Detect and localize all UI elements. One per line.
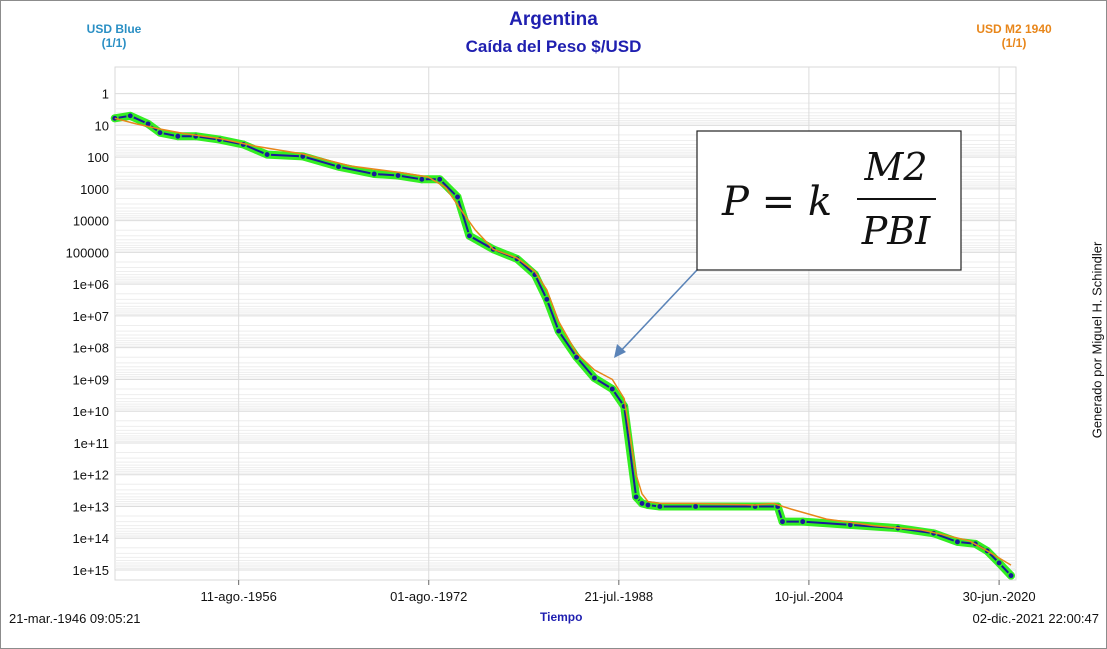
usd-blue-point xyxy=(334,162,343,171)
legend-usd-m2: USD M2 1940 (1/1) xyxy=(960,22,1068,50)
formula-arrow-head xyxy=(614,344,626,358)
legend-usd-blue: USD Blue (1/1) xyxy=(70,22,158,50)
credit-label: Generado por Miguel H. Schindler xyxy=(1089,241,1105,439)
usd-blue-point xyxy=(554,327,563,336)
x-tick-label: 21-jul.-1988 xyxy=(584,589,653,604)
y-tick-label: 1e+10 xyxy=(72,404,109,419)
usd-blue-point xyxy=(465,231,474,240)
x-tick-label: 01-ago.-1972 xyxy=(390,589,467,604)
grid-lines xyxy=(115,67,1016,580)
y-tick-label: 1e+11 xyxy=(73,436,109,451)
formula-lhs: P = k xyxy=(721,179,832,225)
formula-annotation: P = k M2 PBI xyxy=(614,130,962,358)
chart-title: Argentina xyxy=(509,9,598,30)
y-tick-label: 1e+07 xyxy=(72,309,109,324)
usd-blue-point xyxy=(632,492,641,501)
y-tick-label: 1e+09 xyxy=(72,372,109,387)
usd-blue-point xyxy=(453,193,462,201)
y-tick-label: 1e+15 xyxy=(72,563,109,578)
x-tick-label: 10-jul.-2004 xyxy=(775,589,844,604)
y-tick-label: 1e+12 xyxy=(72,468,109,483)
usd-blue-point xyxy=(798,517,807,526)
usd-blue-point xyxy=(644,501,652,509)
usd-blue-point xyxy=(778,517,787,526)
x-axis-label: Tiempo xyxy=(540,610,583,624)
usd-blue-point xyxy=(608,385,617,393)
y-tick-label: 1e+13 xyxy=(72,499,109,514)
usd-blue-point xyxy=(590,374,599,382)
start-timestamp: 21-mar.-1946 09:05:21 xyxy=(9,611,141,626)
formula-arrow-line xyxy=(616,269,698,356)
usd-blue-point xyxy=(655,502,664,511)
y-tick-label: 1e+14 xyxy=(72,531,109,546)
usd-blue-point xyxy=(370,170,379,178)
usd-blue-point xyxy=(1007,571,1015,580)
usd-blue-point xyxy=(126,111,135,120)
series-layer xyxy=(110,111,1015,580)
y-tick-label: 10 xyxy=(95,118,109,133)
usd-blue-point xyxy=(263,150,272,159)
y-tick-label: 100000 xyxy=(66,245,109,260)
usd-blue-point xyxy=(691,502,700,511)
y-tick-label: 1e+08 xyxy=(72,341,109,356)
y-tick-label: 10000 xyxy=(73,214,109,229)
chart-subtitle: Caída del Peso $/USD xyxy=(465,37,642,56)
formula-box xyxy=(696,130,962,271)
legend-usd-blue-page: (1/1) xyxy=(101,36,127,50)
usd-blue-point xyxy=(191,132,200,141)
formula-numerator: M2 xyxy=(863,145,927,189)
usd-blue-point xyxy=(156,128,164,137)
y-tick-label: 100 xyxy=(87,150,109,165)
legend-usd-m2-page: (1/1) xyxy=(1001,36,1027,50)
usd-blue-point xyxy=(995,559,1004,567)
y-axis-ticks: 1 10 100 1000 10000 100000 1e+06 1e+07 1e+08 1e+0… xyxy=(66,87,109,578)
formula-denominator: PBI xyxy=(861,209,931,253)
x-tick-label: 30-jun.-2020 xyxy=(963,589,1036,604)
y-tick-label: 1000 xyxy=(80,182,109,197)
y-tick-label: 1e+06 xyxy=(72,277,109,292)
usd-blue-point xyxy=(173,132,182,141)
usd-blue-point xyxy=(953,537,962,546)
legend-usd-blue-name: USD Blue xyxy=(86,22,142,36)
usd-blue-point xyxy=(110,114,119,123)
x-axis-ticks: 11-ago.-1956 01-ago.-1972 21-jul.-1988 10-j… xyxy=(200,580,1036,604)
x-tick-label: 11-ago.-1956 xyxy=(200,589,276,604)
usd-blue-point xyxy=(435,175,444,184)
y-tick-label: 1 xyxy=(102,87,109,102)
end-timestamp: 02-dic.-2021 22:00:47 xyxy=(972,611,1099,626)
series-usd-m2-line xyxy=(114,117,1012,566)
legend-usd-m2-name: USD M2 1940 xyxy=(976,22,1052,36)
